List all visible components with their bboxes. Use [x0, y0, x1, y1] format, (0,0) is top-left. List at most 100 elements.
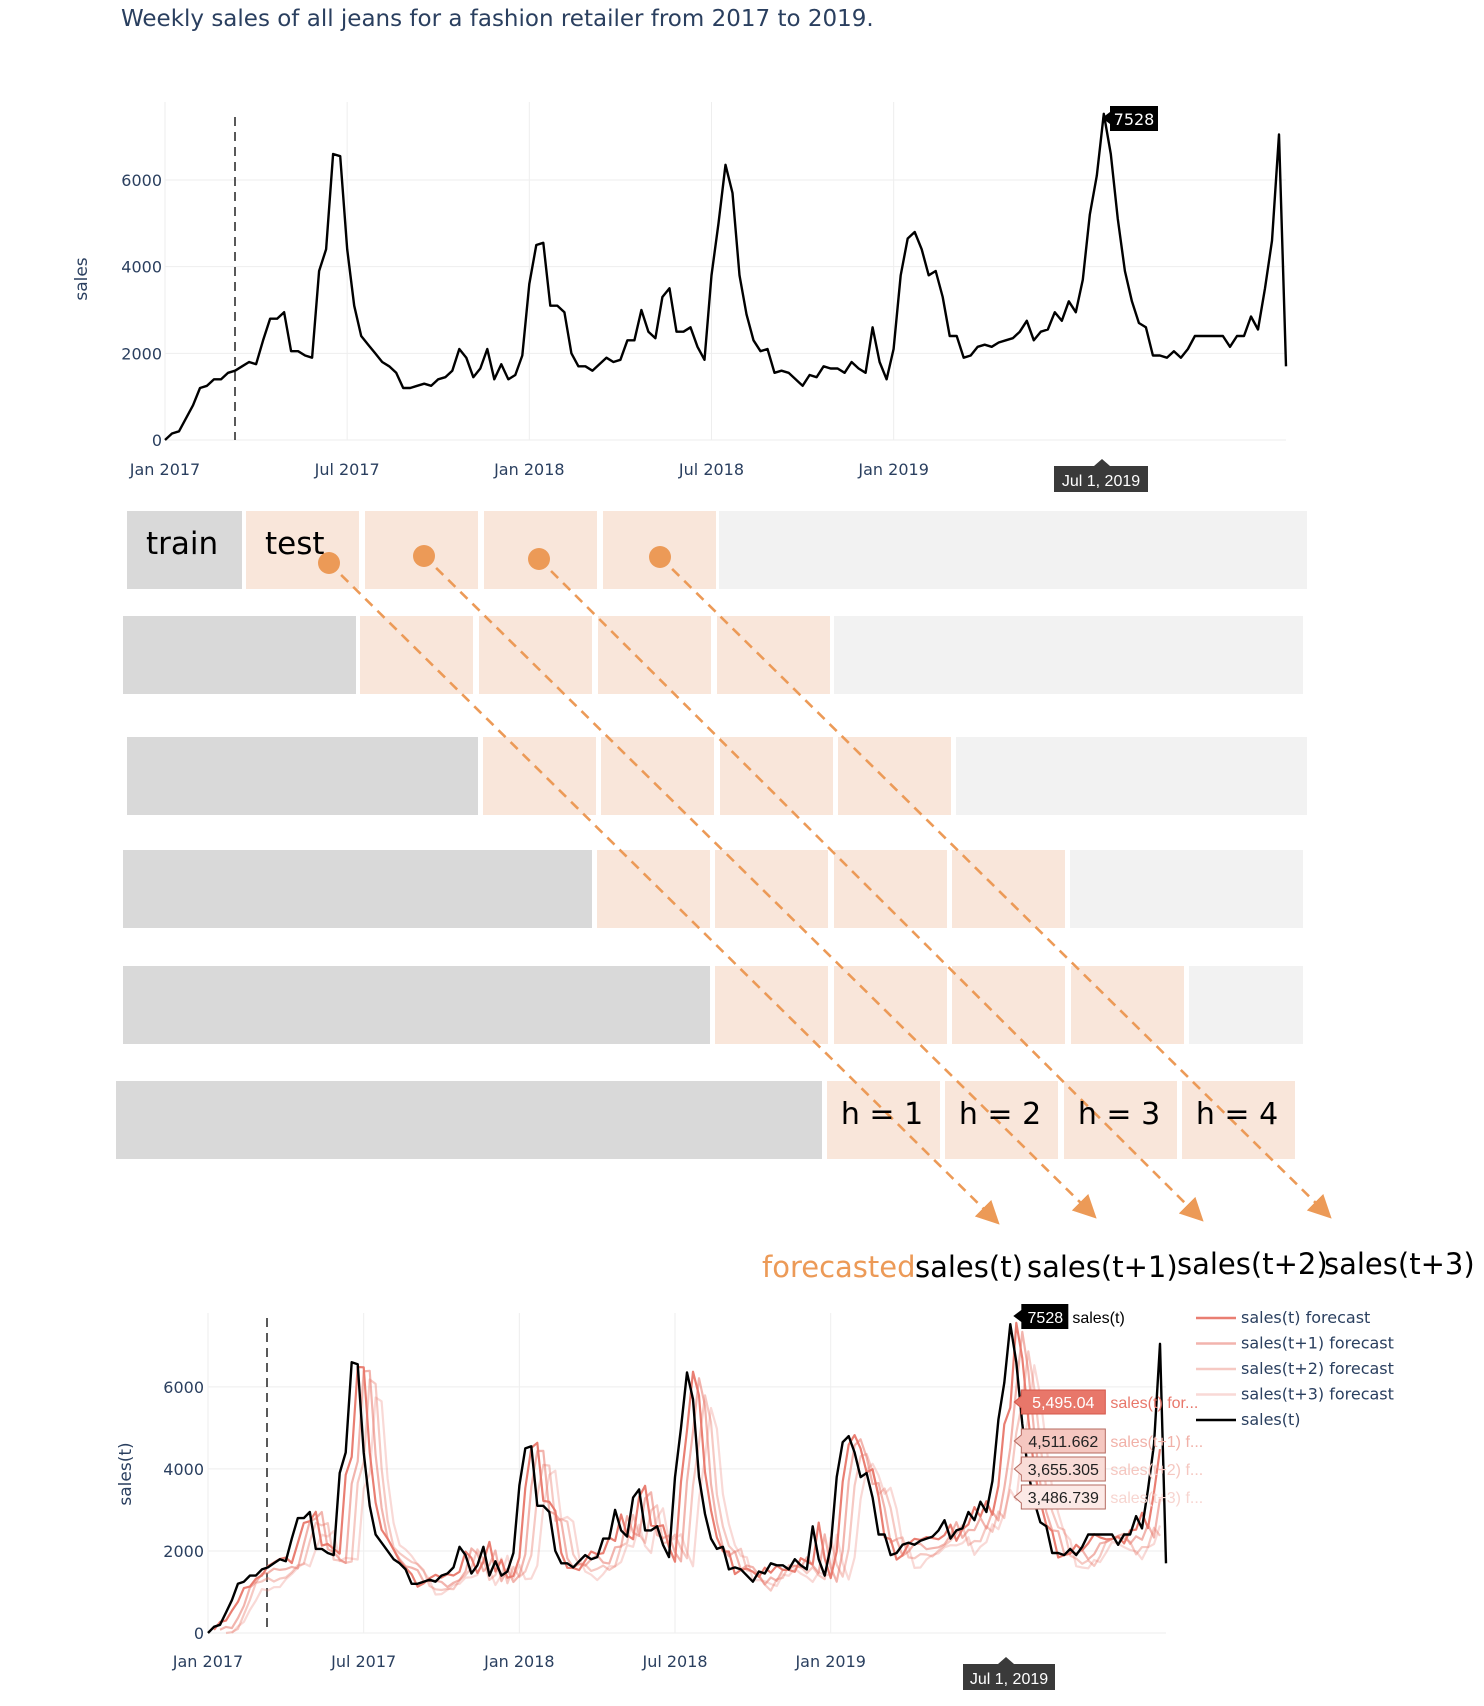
horizon-label-3: h = 3: [1078, 1097, 1160, 1132]
top-peak-label: 7528: [1114, 110, 1155, 129]
bottom-y-tick-label: 4000: [163, 1460, 204, 1479]
cv-test-block-3-1: [483, 737, 596, 815]
top-date-label: Jul 1, 2019: [1062, 473, 1140, 490]
cv-test-block-4-3: [834, 850, 947, 928]
cv-test-block-6-3: [1064, 1081, 1177, 1159]
hover-value-forecast-2: 3,655.305: [1028, 1462, 1099, 1479]
cv-test-block-5-1: [715, 966, 828, 1044]
legend-label: sales(t+2) forecast: [1241, 1359, 1394, 1378]
cv-test-block-6-1: [827, 1081, 940, 1159]
cv-diagram: train test h = 1 h = 2 h = 3 h = 4 forec…: [116, 511, 1475, 1284]
legend-label: sales(t+3) forecast: [1241, 1385, 1394, 1404]
top-x-tick-label: Jul 2017: [314, 460, 380, 479]
hover-box-actual: [1013, 1304, 1069, 1329]
top-y-tick-label: 6000: [121, 171, 162, 190]
bottom-date-label: Jul 1, 2019: [970, 1671, 1048, 1688]
cv-test-block-6-2: [945, 1081, 1058, 1159]
legend-label: sales(t+1) forecast: [1241, 1334, 1394, 1353]
cv-test-block-1-1: [246, 511, 359, 589]
cv-test-block-2-2: [479, 616, 592, 694]
cv-train-block-4: [123, 850, 592, 928]
bottom-chart-y-ticks: 0 2000 4000 6000: [163, 1378, 204, 1643]
bottom-x-tick-label: Jan 2017: [172, 1652, 243, 1671]
bottom-x-tick-label: Jan 2019: [794, 1652, 865, 1671]
cv-train-block-3: [127, 737, 478, 815]
cv-arrow-dot-1: [318, 552, 340, 574]
output-label-t: sales(t): [915, 1250, 1023, 1284]
forecasted-word: forecasted: [762, 1250, 916, 1284]
cv-test-block-3-3: [720, 737, 833, 815]
bottom-x-tick-label: Jul 2018: [641, 1652, 707, 1671]
output-label-t2: sales(t+2): [1177, 1247, 1328, 1281]
cv-train-block-1: [127, 511, 242, 589]
forecast-line-2: [225, 1350, 1161, 1635]
actual-sales-line: [207, 1323, 1168, 1634]
cv-unused-block-3: [956, 737, 1307, 815]
legend-label: sales(t) forecast: [1241, 1308, 1370, 1327]
legend-label: sales(t): [1241, 1410, 1301, 1429]
train-label: train: [146, 526, 218, 562]
top-x-tick-label: Jan 2018: [493, 460, 564, 479]
cv-arrow-dot-3: [528, 548, 550, 570]
cv-test-block-2-3: [598, 616, 711, 694]
cv-test-block-6-4: [1182, 1081, 1295, 1159]
top-chart-y-axis-label: sales: [72, 257, 92, 300]
bottom-chart-y-axis-label: sales(t): [116, 1442, 136, 1505]
horizon-labels: h = 1 h = 2 h = 3 h = 4: [841, 1097, 1278, 1132]
bottom-chart-legend: sales(t) forecast sales(t+1) forecast sale…: [1196, 1308, 1394, 1429]
cv-arrow-dot-4: [649, 546, 671, 568]
output-labels: forecasted sales(t) sales(t+1) sales(t+2…: [762, 1247, 1475, 1284]
cv-train-block-2: [123, 616, 356, 694]
cv-test-block-5-3: [952, 966, 1065, 1044]
bottom-y-tick-label: 0: [194, 1624, 204, 1643]
output-label-t1: sales(t+1): [1027, 1250, 1178, 1284]
top-date-tooltip: Jul 1, 2019: [1054, 459, 1148, 492]
bottom-forecast-chart: 0 2000 4000 6000 Jan 2017 Jul 2017 Jan 2018 Ju…: [116, 1304, 1394, 1690]
bottom-date-tooltip: Jul 1, 2019: [963, 1657, 1055, 1690]
cv-test-block-4-4: [952, 850, 1065, 928]
hover-value-forecast-1: 4,511.662: [1028, 1434, 1098, 1451]
cv-test-block-2-4: [717, 616, 830, 694]
cv-train-block-6: [116, 1081, 822, 1159]
cv-train-block-5: [123, 966, 710, 1044]
cv-unused-block-1: [719, 511, 1307, 589]
hover-box-forecast-2: [1013, 1456, 1106, 1482]
bottom-y-tick-label: 6000: [163, 1378, 204, 1397]
horizon-label-2: h = 2: [959, 1097, 1041, 1132]
cv-unused-block-5: [1189, 966, 1303, 1044]
top-x-tick-label: Jul 2018: [678, 460, 744, 479]
hover-name-forecast-0: sales(t) for...: [1110, 1395, 1198, 1412]
bottom-hover-labels: 7528 sales(t) 5,495.04 sales(t) for... 4,511…: [1013, 1304, 1203, 1510]
cv-arrow-3: [538, 558, 1204, 1222]
hover-value-forecast-0: 5,495.04: [1032, 1395, 1094, 1412]
hover-value-actual: 7528: [1028, 1310, 1064, 1327]
top-y-tick-label: 0: [152, 431, 162, 450]
top-x-tick-label: Jan 2017: [129, 460, 200, 479]
top-peak-tooltip: 7528: [1102, 106, 1158, 131]
cv-test-block-4-1: [597, 850, 710, 928]
cv-unused-block-4: [1070, 850, 1303, 928]
cv-test-block-2-1: [360, 616, 473, 694]
top-chart-x-ticks: Jan 2017 Jul 2017 Jan 2018 Jul 2018 Jan 2019: [129, 460, 929, 479]
bottom-x-tick-label: Jul 2017: [330, 1652, 396, 1671]
cv-test-block-4-2: [715, 850, 828, 928]
page-title: Weekly sales of all jeans for a fashion …: [121, 6, 874, 32]
hover-name-forecast-1: sales(t+1) f...: [1110, 1434, 1203, 1451]
forecast-line-3: [231, 1364, 1162, 1634]
horizon-label-1: h = 1: [841, 1097, 923, 1132]
hover-name-actual: sales(t): [1072, 1310, 1124, 1327]
bottom-y-tick-label: 2000: [163, 1542, 204, 1561]
hover-name-forecast-3: sales(t+3) f...: [1110, 1490, 1203, 1507]
test-label: test: [265, 526, 325, 562]
cv-arrow-4: [659, 556, 1332, 1219]
top-x-tick-label: Jan 2019: [857, 460, 928, 479]
bottom-series-lines: [207, 1321, 1168, 1635]
top-y-tick-label: 2000: [121, 344, 162, 363]
top-chart-grid: [164, 102, 1286, 441]
top-y-tick-label: 4000: [121, 258, 162, 277]
horizon-label-4: h = 4: [1196, 1097, 1278, 1132]
cv-arrow-dot-2: [413, 545, 435, 567]
hover-box-forecast-0: [1013, 1389, 1106, 1415]
hover-box-forecast-1: [1013, 1428, 1106, 1454]
